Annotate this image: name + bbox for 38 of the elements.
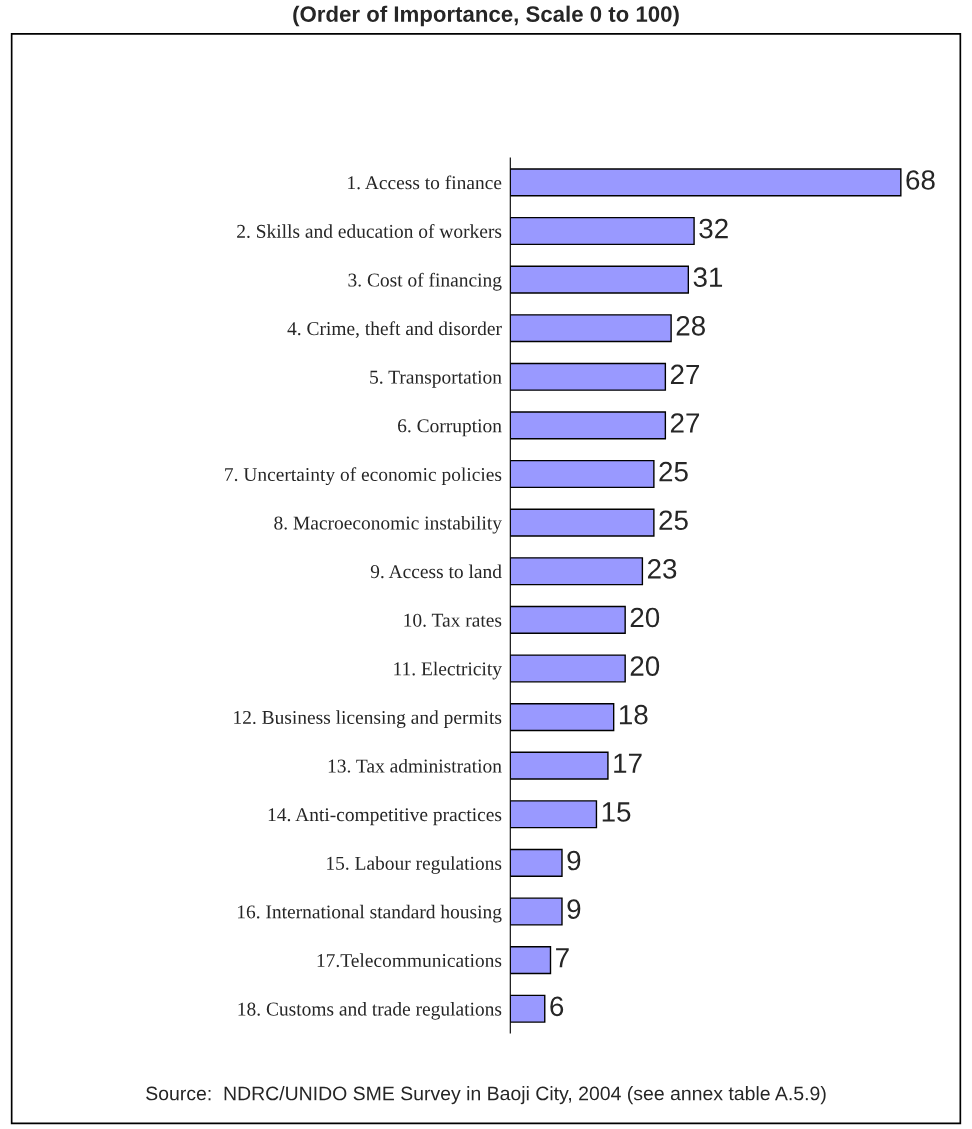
y-tick-label: 14. Anti-competitive practices (268, 808, 502, 826)
y-tick-label: 11. Electricity (394, 661, 502, 680)
y-tick-label: 13. Tax administration (328, 758, 502, 773)
data-label: 25 (659, 461, 688, 482)
data-label: 27 (670, 413, 700, 433)
y-tick-label: 16. International standard housing (237, 904, 502, 923)
data-label: 25 (659, 510, 688, 531)
y-tick-label: 9. Access to land (370, 564, 502, 579)
y-tick-label: 3. Cost of financing (348, 272, 502, 291)
data-label: 6 (550, 996, 564, 1017)
data-label: 7 (556, 948, 569, 968)
y-tick-label: 18. Customs and trade regulations (238, 1001, 502, 1020)
y-tick-label: 17.Telecommunications (317, 953, 502, 968)
data-label: 20 (630, 656, 660, 676)
data-label: 32 (699, 218, 728, 239)
y-tick-label: 5. Transportation (370, 370, 502, 388)
data-label: 9 (567, 899, 581, 919)
data-label: 27 (670, 364, 700, 384)
chart-title: (Order of Importance, Scale 0 to 100) (293, 5, 679, 27)
data-label: 18 (619, 704, 648, 725)
y-tick-label: 15. Labour regulations (327, 856, 502, 874)
y-tick-label: 1. Access to finance (348, 175, 502, 190)
y-tick-label: 10. Tax rates (404, 613, 502, 627)
source-note: Source: NDRC/UNIDO SME Survey in Baoji City, 2004 (see annex table A.5.9) (146, 1086, 826, 1105)
data-label: 31 (693, 267, 723, 288)
y-tick-label: 2. Skills and education of workers (237, 224, 502, 238)
data-label: 9 (567, 850, 581, 871)
data-label: 28 (676, 315, 705, 336)
y-tick-label: 12. Business licensing and permits (234, 710, 502, 729)
y-tick-label: 8. Macroeconomic instability (274, 515, 502, 534)
data-label: 15 (602, 802, 631, 822)
data-label: 17 (614, 753, 642, 773)
data-label: 20 (630, 607, 660, 628)
y-tick-label: 7. Uncertainty of economic policies (225, 467, 502, 486)
data-label: 68 (906, 170, 935, 190)
y-tick-label: 6. Corruption (398, 419, 502, 437)
data-label: 23 (647, 559, 677, 579)
y-tick-label: 4. Crime, theft and disorder (287, 321, 502, 338)
